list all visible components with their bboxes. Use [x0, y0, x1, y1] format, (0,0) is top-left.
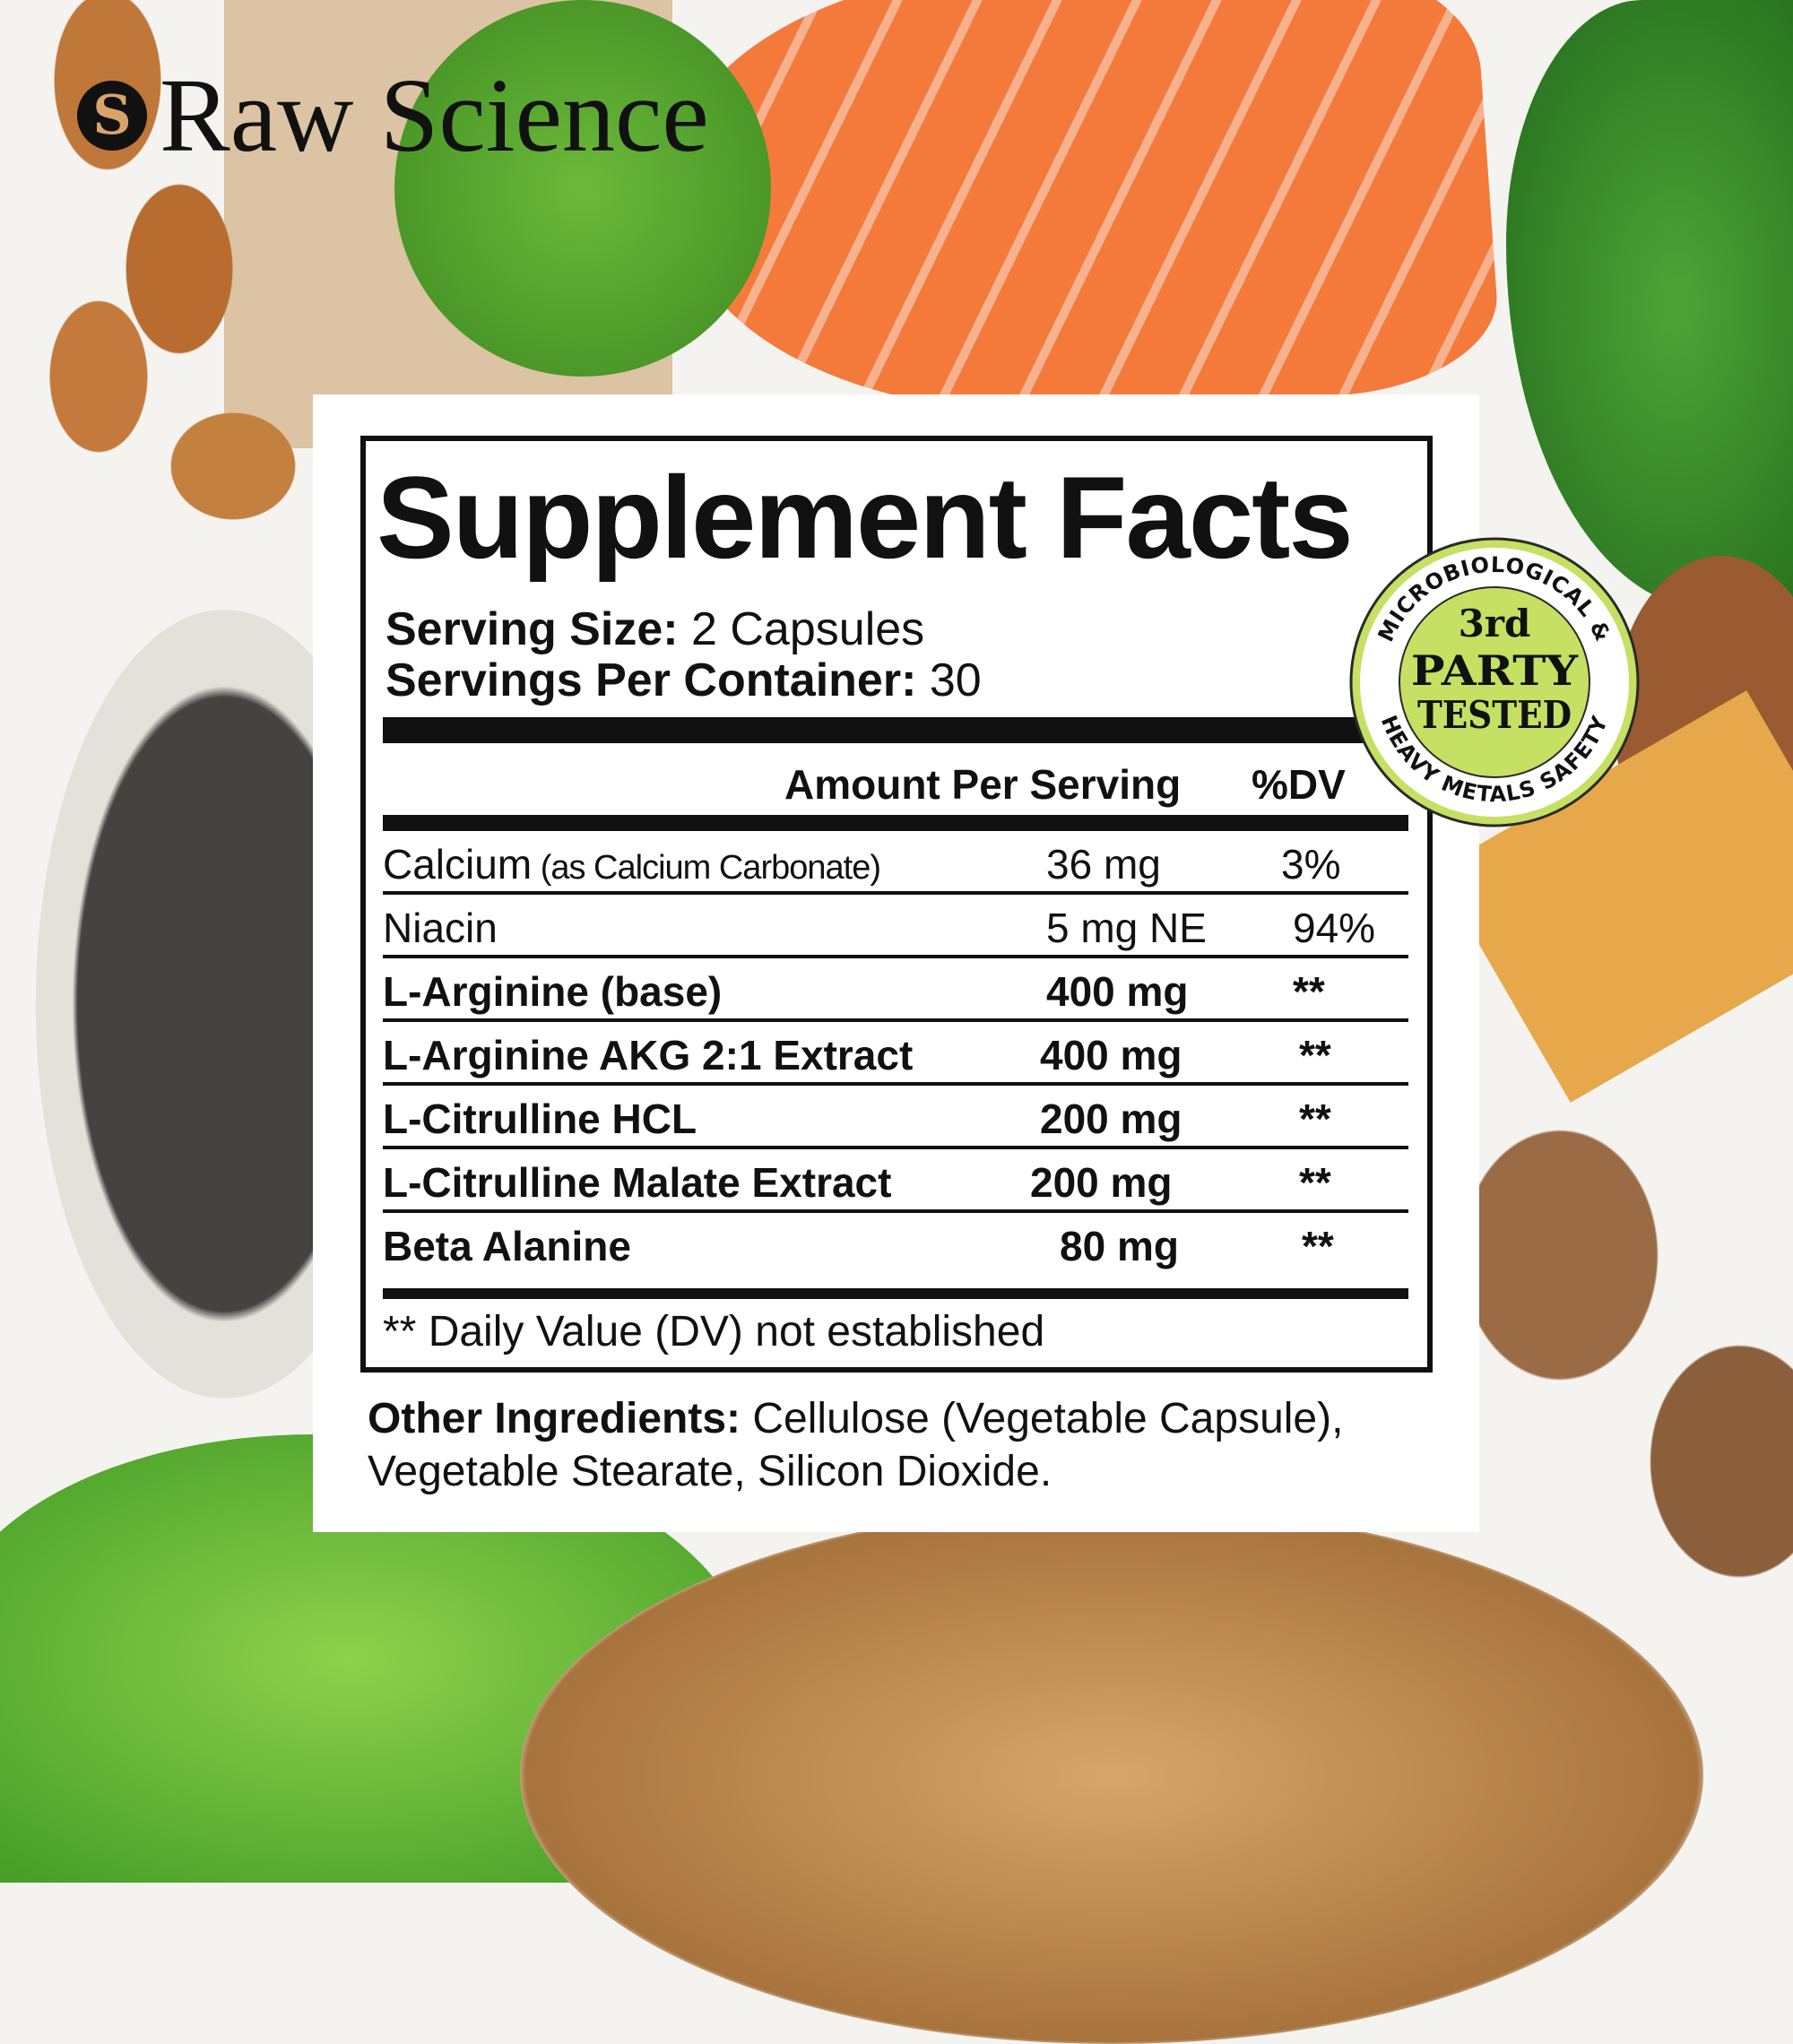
column-header-amount: Amount Per Serving — [784, 761, 1182, 808]
third-party-tested-badge: MICROBIOLOGICAL & HEAVY METALS SAFETY 3r… — [1349, 537, 1640, 827]
nutrient-name-text: L-Citrulline Malate Extract — [383, 1159, 892, 1206]
nutrient-name-text: L-Arginine (base) — [383, 968, 723, 1015]
almonds-image — [0, 0, 305, 538]
servings-value: 30 — [916, 654, 982, 706]
nutrient-dv: ** — [1299, 1096, 1331, 1142]
footnote: ** Daily Value (DV) not established — [383, 1308, 1045, 1355]
label-title: Supplement Facts — [377, 452, 1354, 583]
nutrient-name: L-Citrulline Malate Extract — [383, 1158, 891, 1207]
nutrient-amount: 400 mg — [1046, 968, 1189, 1015]
nutrient-dv: ** — [1302, 1223, 1334, 1269]
nutrient-dv: 94% — [1293, 905, 1376, 951]
nutrient-row: L-Arginine AKG 2:1 Extract 400 mg ** — [383, 1022, 1408, 1086]
nutrient-row: Niacin 5 mg NE 94% — [383, 895, 1408, 958]
other-ingredients-value: Cellulose (Vegetable Capsule), Vegetable… — [368, 1395, 1344, 1495]
serving-size: Serving Size: 2 Capsules — [385, 606, 924, 653]
nutrient-amount: 5 mg NE — [1046, 905, 1207, 951]
nutrient-row: L-Arginine (base) 400 mg ** — [383, 958, 1408, 1022]
brand-logo: S Raw Science — [77, 63, 709, 169]
divider-thick — [383, 717, 1408, 743]
nutrient-amount: 200 mg — [1040, 1096, 1182, 1142]
servings-label: Servings Per Container: — [385, 654, 917, 706]
serving-size-value: 2 Capsules — [678, 603, 925, 655]
servings-per-container: Servings Per Container: 30 — [385, 657, 982, 704]
nutrient-row: L-Citrulline HCL 200 mg ** — [383, 1086, 1408, 1149]
nutrient-name: Niacin — [383, 904, 498, 952]
nutrient-row: Calcium (as Calcium Carbonate) 36 mg 3% — [383, 831, 1408, 895]
nutrient-amount: 400 mg — [1040, 1032, 1182, 1078]
nutrient-name: Beta Alanine — [383, 1222, 631, 1270]
nutrient-dv: ** — [1299, 1159, 1331, 1206]
nutrient-name-text: Niacin — [383, 905, 498, 951]
nutrient-amount: 80 mg — [1060, 1223, 1179, 1269]
supplement-facts-box — [360, 436, 1433, 1373]
nutrient-name: L-Arginine (base) — [383, 967, 722, 1016]
nutrient-name: L-Citrulline HCL — [383, 1095, 697, 1143]
nutrient-name-text: Calcium — [383, 841, 533, 888]
label-panel — [313, 394, 1479, 1532]
basil-image — [394, 0, 771, 377]
nutrient-name-text: Beta Alanine — [383, 1223, 631, 1269]
nutrient-dv: ** — [1299, 1032, 1331, 1078]
divider-bottom — [383, 1288, 1408, 1299]
nutrient-row: Beta Alanine 80 mg ** — [383, 1213, 1408, 1277]
badge-line3: TESTED — [1417, 693, 1572, 737]
walnuts-image — [1470, 1130, 1793, 1596]
spinach-image — [1506, 0, 1793, 610]
column-header-dv: %DV — [1252, 761, 1346, 808]
nutrient-name-text: L-Arginine AKG 2:1 Extract — [383, 1032, 914, 1078]
badge-center — [1399, 586, 1590, 778]
serving-size-label: Serving Size: — [385, 603, 679, 655]
nutrient-name: Calcium (as Calcium Carbonate) — [383, 840, 881, 888]
badge-line1: 3rd — [1459, 602, 1531, 645]
nutrient-name: L-Arginine AKG 2:1 Extract — [383, 1031, 913, 1079]
badge-line2: PARTY — [1411, 646, 1579, 695]
other-ingredients: Other Ingredients: Cellulose (Vegetable … — [368, 1392, 1443, 1498]
nutrient-dv: 3% — [1281, 841, 1341, 888]
salmon-image — [666, 0, 1503, 440]
brand-name: Raw Science — [160, 56, 709, 174]
nutrient-amount: 36 mg — [1046, 841, 1161, 888]
logo-mark-icon: S — [77, 81, 147, 151]
nutrient-row: L-Citrulline Malate Extract 200 mg ** — [383, 1149, 1408, 1213]
divider-medium — [383, 815, 1408, 831]
other-ingredients-label: Other Ingredients: — [368, 1395, 741, 1442]
nutrient-name-text: L-Citrulline HCL — [383, 1096, 697, 1142]
nutrient-note: (as Calcium Carbonate) — [532, 849, 881, 887]
nutrient-amount: 200 mg — [1030, 1159, 1173, 1206]
nutrient-dv: ** — [1293, 968, 1325, 1015]
